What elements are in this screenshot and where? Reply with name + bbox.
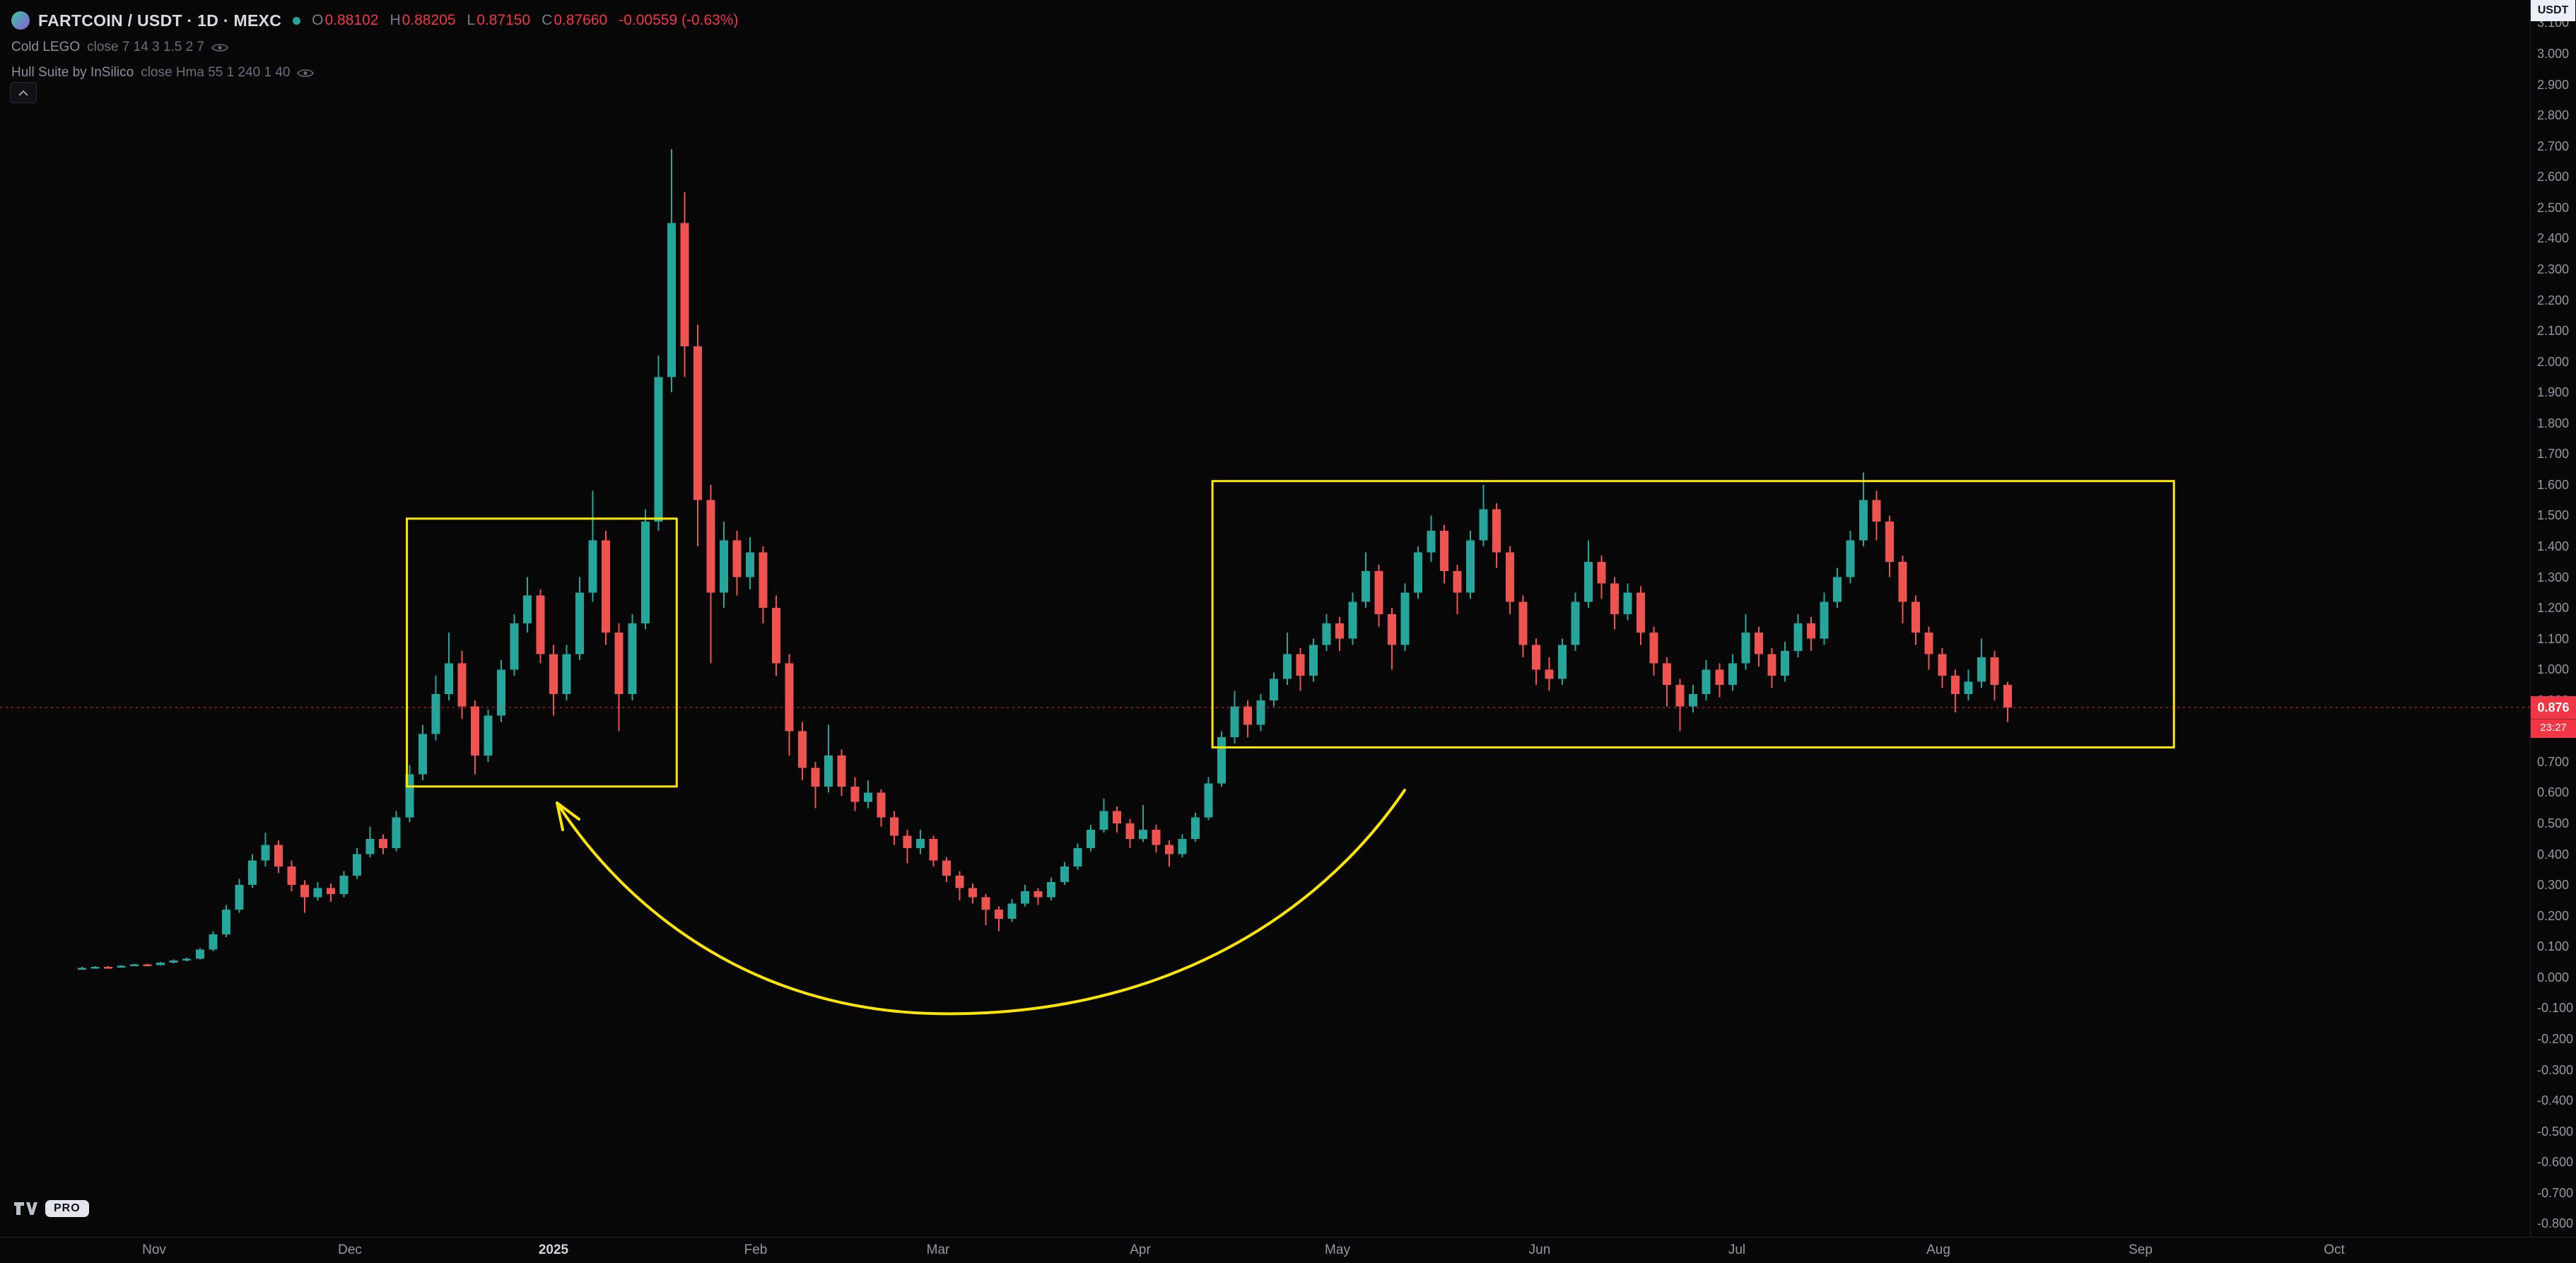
price-tick-label: 1.700 bbox=[2537, 447, 2570, 462]
indicator-title[interactable]: Hull Suite by InSilico bbox=[11, 65, 134, 80]
price-tick-label: -0.700 bbox=[2537, 1185, 2574, 1200]
low-value: 0.87150 bbox=[476, 12, 531, 28]
price-tick-label: -0.800 bbox=[2537, 1216, 2574, 1231]
price-tick-label: 1.900 bbox=[2537, 385, 2570, 400]
high-label: H bbox=[390, 12, 401, 28]
eye-icon[interactable] bbox=[211, 42, 228, 53]
bar-close-countdown: 23:27 bbox=[2531, 719, 2576, 738]
price-tick-label: 1.800 bbox=[2537, 416, 2570, 430]
time-tick-label: Feb bbox=[744, 1243, 768, 1257]
tradingview-logo-icon bbox=[14, 1202, 37, 1215]
symbol-logo-icon bbox=[11, 11, 30, 30]
price-tick-label: 2.900 bbox=[2537, 77, 2570, 92]
drawing-rectangle-1[interactable] bbox=[406, 517, 678, 788]
price-tick-label: 2.200 bbox=[2537, 293, 2570, 307]
indicator-title[interactable]: Cold LEGO bbox=[11, 40, 81, 54]
last-price-value: 0.876 bbox=[2531, 696, 2576, 719]
close-label: C bbox=[541, 12, 553, 28]
price-tick-label: -0.100 bbox=[2537, 1001, 2574, 1016]
price-tick-label: 3.000 bbox=[2537, 47, 2570, 61]
price-tick-label: 0.600 bbox=[2537, 785, 2570, 800]
price-tick-label: 1.300 bbox=[2537, 570, 2570, 584]
low-label: L bbox=[467, 12, 476, 28]
symbol-row: FARTCOIN / USDT · 1D · MEXC O 0.88102 H 0.… bbox=[11, 7, 739, 34]
candlestick-series[interactable] bbox=[78, 149, 2012, 970]
time-tick-label: Nov bbox=[142, 1243, 166, 1257]
tradingview-watermark[interactable]: PRO bbox=[13, 1200, 89, 1217]
eye-icon[interactable] bbox=[297, 68, 315, 78]
indicator-params: close Hma 55 1 240 1 40 bbox=[141, 65, 291, 80]
price-tick-label: 2.300 bbox=[2537, 262, 2570, 276]
price-tick-label: 2.600 bbox=[2537, 170, 2570, 184]
price-tick-label: -0.200 bbox=[2537, 1031, 2574, 1046]
price-tick-label: 1.000 bbox=[2537, 662, 2570, 677]
time-tick-label: Aug bbox=[1926, 1243, 1950, 1257]
price-tick-label: -0.300 bbox=[2537, 1062, 2574, 1077]
time-tick-label: May bbox=[1325, 1243, 1350, 1257]
indicator-row-cold-lego: Cold LEGO close 7 14 3 1.5 2 7 bbox=[11, 35, 739, 59]
high-value: 0.88205 bbox=[402, 12, 456, 28]
price-tick-label: -0.500 bbox=[2537, 1124, 2574, 1139]
price-tick-label: -0.600 bbox=[2537, 1155, 2574, 1170]
time-tick-label: 2025 bbox=[538, 1243, 569, 1257]
price-tick-label: 1.500 bbox=[2537, 508, 2570, 523]
symbol-title[interactable]: FARTCOIN / USDT · 1D · MEXC bbox=[38, 11, 282, 30]
drawing-curved-arrow[interactable] bbox=[556, 789, 1406, 1016]
price-tick-label: 1.200 bbox=[2537, 601, 2570, 616]
price-tick-label: 2.800 bbox=[2537, 108, 2570, 123]
price-tick-label: -0.400 bbox=[2537, 1093, 2574, 1108]
price-tick-label: 0.100 bbox=[2537, 939, 2570, 954]
indicator-row-hull-suite: Hull Suite by InSilico close Hma 55 1 24… bbox=[11, 61, 739, 85]
price-tick-label: 2.400 bbox=[2537, 231, 2570, 246]
price-axis[interactable]: USDT 3.100 3.000 2.900 2.800 2.700 2.600 2.500… bbox=[2530, 0, 2576, 1237]
legend: FARTCOIN / USDT · 1D · MEXC O 0.88102 H 0.… bbox=[11, 7, 739, 85]
drawing-rectangle-2[interactable] bbox=[1211, 480, 2175, 748]
time-axis[interactable]: Nov Dec 2025 Feb Mar Apr May Jun Jul Aug Sep Oct bbox=[0, 1237, 2576, 1263]
price-tick-label: 0.300 bbox=[2537, 878, 2570, 893]
time-tick-label: Jun bbox=[1528, 1243, 1551, 1257]
price-tick-label: 0.000 bbox=[2537, 970, 2570, 985]
time-tick-label: Sep bbox=[2129, 1243, 2153, 1257]
market-status-dot bbox=[293, 16, 301, 25]
open-value: 0.88102 bbox=[324, 12, 379, 28]
time-tick-label: Dec bbox=[338, 1243, 362, 1257]
price-tick-label: 1.100 bbox=[2537, 631, 2570, 646]
legend-collapse-button[interactable] bbox=[10, 82, 37, 103]
time-tick-label: Mar bbox=[926, 1243, 950, 1257]
price-tick-label: 0.700 bbox=[2537, 754, 2570, 769]
drawing-arrow-head[interactable] bbox=[556, 801, 580, 831]
open-label: O bbox=[312, 12, 324, 28]
last-price-tag: 0.876 23:27 bbox=[2531, 696, 2576, 738]
price-tick-label: 0.200 bbox=[2537, 908, 2570, 923]
pro-badge: PRO bbox=[45, 1200, 89, 1217]
price-tick-label: 0.400 bbox=[2537, 847, 2570, 862]
price-tick-label: 0.500 bbox=[2537, 816, 2570, 831]
price-tick-label: 1.400 bbox=[2537, 539, 2570, 554]
time-tick-label: Jul bbox=[1728, 1243, 1746, 1257]
price-tick-label: 2.700 bbox=[2537, 139, 2570, 153]
currency-toggle-button[interactable]: USDT bbox=[2531, 0, 2575, 21]
ohlc-values: O 0.88102 H 0.88205 L 0.87150 C 0.87660 -0.0… bbox=[312, 12, 738, 29]
indicator-params: close 7 14 3 1.5 2 7 bbox=[87, 40, 204, 54]
time-tick-label: Apr bbox=[1130, 1243, 1151, 1257]
change-value: -0.00559 (-0.63%) bbox=[619, 12, 739, 28]
close-value: 0.87660 bbox=[554, 12, 608, 28]
price-tick-label: 1.600 bbox=[2537, 477, 2570, 492]
price-tick-label: 2.000 bbox=[2537, 354, 2570, 369]
price-tick-label: 2.500 bbox=[2537, 200, 2570, 215]
time-tick-label: Oct bbox=[2324, 1243, 2345, 1257]
price-tick-label: 2.100 bbox=[2537, 324, 2570, 339]
